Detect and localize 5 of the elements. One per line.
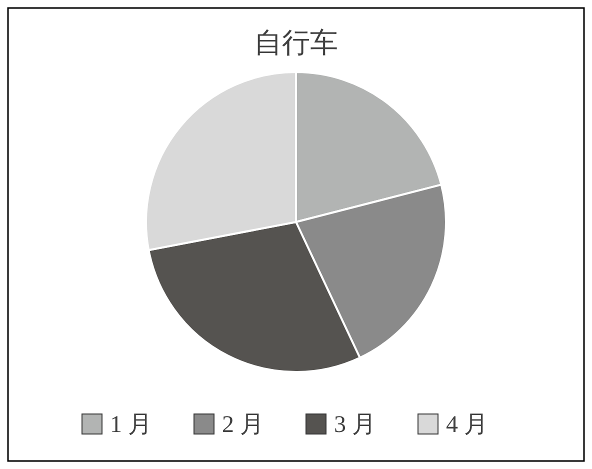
legend-label: 1 月 <box>110 412 152 438</box>
chart-title: 自行车 <box>254 28 338 59</box>
legend-label: 4 月 <box>446 412 488 438</box>
legend-label: 2 月 <box>222 412 264 438</box>
legend-label: 3 月 <box>334 412 376 438</box>
